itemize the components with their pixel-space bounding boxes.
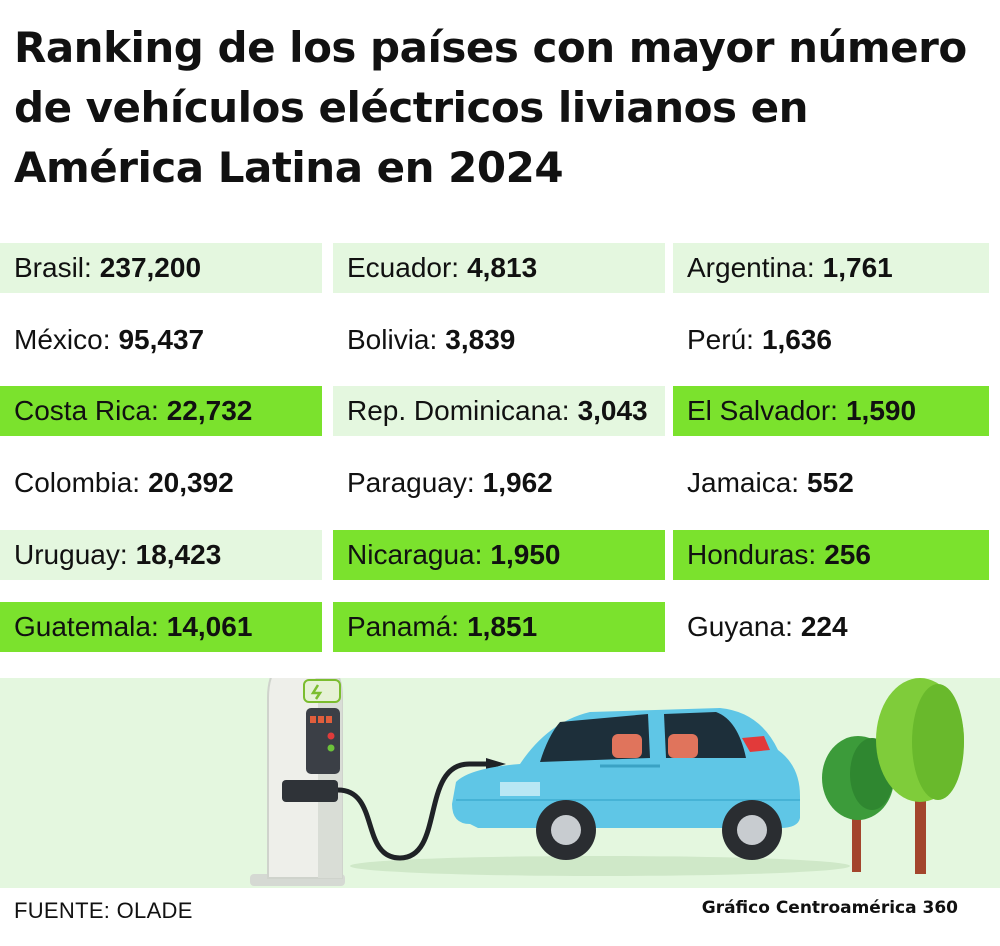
country-value: 1,636 (761, 324, 833, 355)
country-value: 1,851 (467, 611, 538, 642)
country-label: El Salvador: (687, 395, 838, 426)
table-cell: Nicaragua: 1,950 (333, 530, 665, 580)
table-cell: Ecuador: 4,813 (333, 243, 665, 293)
table-cell: Bolivia: 3,839 (333, 315, 665, 365)
table-cell: Costa Rica: 22,732 (0, 386, 322, 436)
country-value: 1,962 (482, 467, 553, 498)
country-value: 256 (824, 539, 871, 570)
country-label: Rep. Dominicana: (347, 395, 570, 426)
country-value: 552 (807, 467, 854, 498)
table-cell: Guyana: 224 (673, 602, 989, 652)
country-value: 20,392 (148, 467, 234, 498)
tree-icon (876, 678, 964, 874)
country-value: 14,061 (166, 611, 253, 642)
table-cell: El Salvador: 1,590 (673, 386, 989, 436)
country-value: 18,423 (135, 539, 222, 570)
country-label: Bolivia: (347, 324, 438, 355)
electric-car-icon (452, 708, 800, 860)
country-label: Paraguay: (347, 467, 475, 498)
page-title: Ranking de los países con mayor número d… (14, 23, 967, 192)
country-value: 224 (800, 611, 848, 642)
country-label: Uruguay: (14, 539, 128, 570)
table-cell: Argentina: 1,761 (673, 243, 989, 293)
country-label: México: (14, 324, 111, 355)
country-label: Brasil: (14, 252, 92, 283)
table-cell: Paraguay: 1,962 (333, 458, 665, 508)
table-cell: Uruguay: 18,423 (0, 530, 322, 580)
country-value: 95,437 (118, 324, 205, 355)
country-value: 1,761 (822, 252, 893, 283)
country-value: 1,590 (845, 395, 917, 426)
country-label: Argentina: (687, 252, 815, 283)
country-label: Nicaragua: (347, 539, 483, 570)
charging-station-icon (250, 678, 345, 886)
credit-note: Gráfico Centroamérica 360 (701, 898, 958, 918)
country-value: 1,950 (490, 539, 561, 570)
table-cell: Brasil: 237,200 (0, 243, 322, 293)
country-label: Colombia: (14, 467, 141, 498)
table-cell: Jamaica: 552 (673, 458, 989, 508)
country-label: Jamaica: (687, 467, 800, 498)
country-value: 3,839 (445, 324, 516, 355)
table-cell: Panamá: 1,851 (333, 602, 665, 652)
country-label: Costa Rica: (14, 395, 159, 426)
country-label: Guyana: (687, 611, 793, 642)
table-cell: Colombia: 20,392 (0, 458, 322, 508)
table-cell: Guatemala: 14,061 (0, 602, 322, 652)
country-label: Ecuador: (347, 252, 460, 283)
table-cell: México: 95,437 (0, 315, 322, 365)
country-value: 4,813 (467, 252, 538, 283)
source-note: FUENTE: OLADE (14, 898, 193, 923)
country-label: Honduras: (687, 539, 817, 570)
country-value: 3,043 (577, 395, 648, 426)
table-cell: Rep. Dominicana: 3,043 (333, 386, 665, 436)
country-label: Guatemala: (14, 611, 159, 642)
country-value: 22,732 (166, 395, 253, 426)
table-cell: Honduras: 256 (673, 530, 989, 580)
country-label: Perú: (687, 324, 754, 355)
ev-charging-illustration (0, 678, 1000, 888)
country-value: 237,200 (99, 252, 202, 283)
table-cell: Perú: 1,636 (673, 315, 989, 365)
country-label: Panamá: (347, 611, 460, 642)
